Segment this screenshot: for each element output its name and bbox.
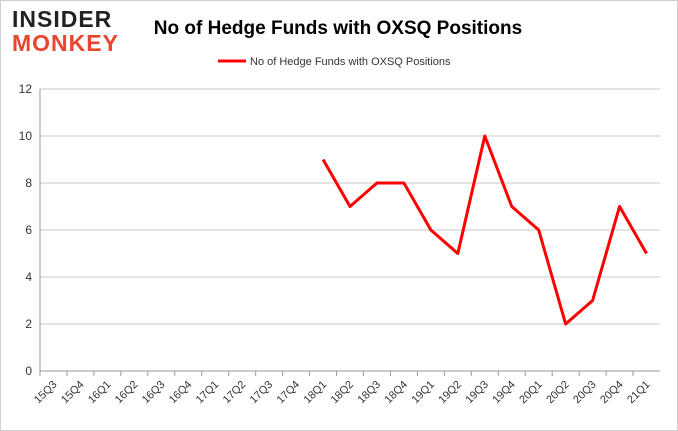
y-tick-label: 8 bbox=[25, 176, 32, 190]
y-tick-label: 6 bbox=[25, 223, 32, 237]
logo-line1: INSIDER bbox=[12, 6, 112, 32]
chart-title: No of Hedge Funds with OXSQ Positions bbox=[154, 18, 522, 39]
y-tick-label: 10 bbox=[19, 129, 33, 143]
legend-label: No of Hedge Funds with OXSQ Positions bbox=[250, 56, 451, 68]
y-tick-label: 12 bbox=[19, 82, 33, 96]
y-tick-label: 2 bbox=[25, 317, 32, 331]
data-line bbox=[321, 134, 648, 326]
y-tick-label: 0 bbox=[25, 364, 32, 378]
y-tick-label: 4 bbox=[25, 270, 32, 284]
logo-line2: MONKEY bbox=[12, 30, 119, 56]
